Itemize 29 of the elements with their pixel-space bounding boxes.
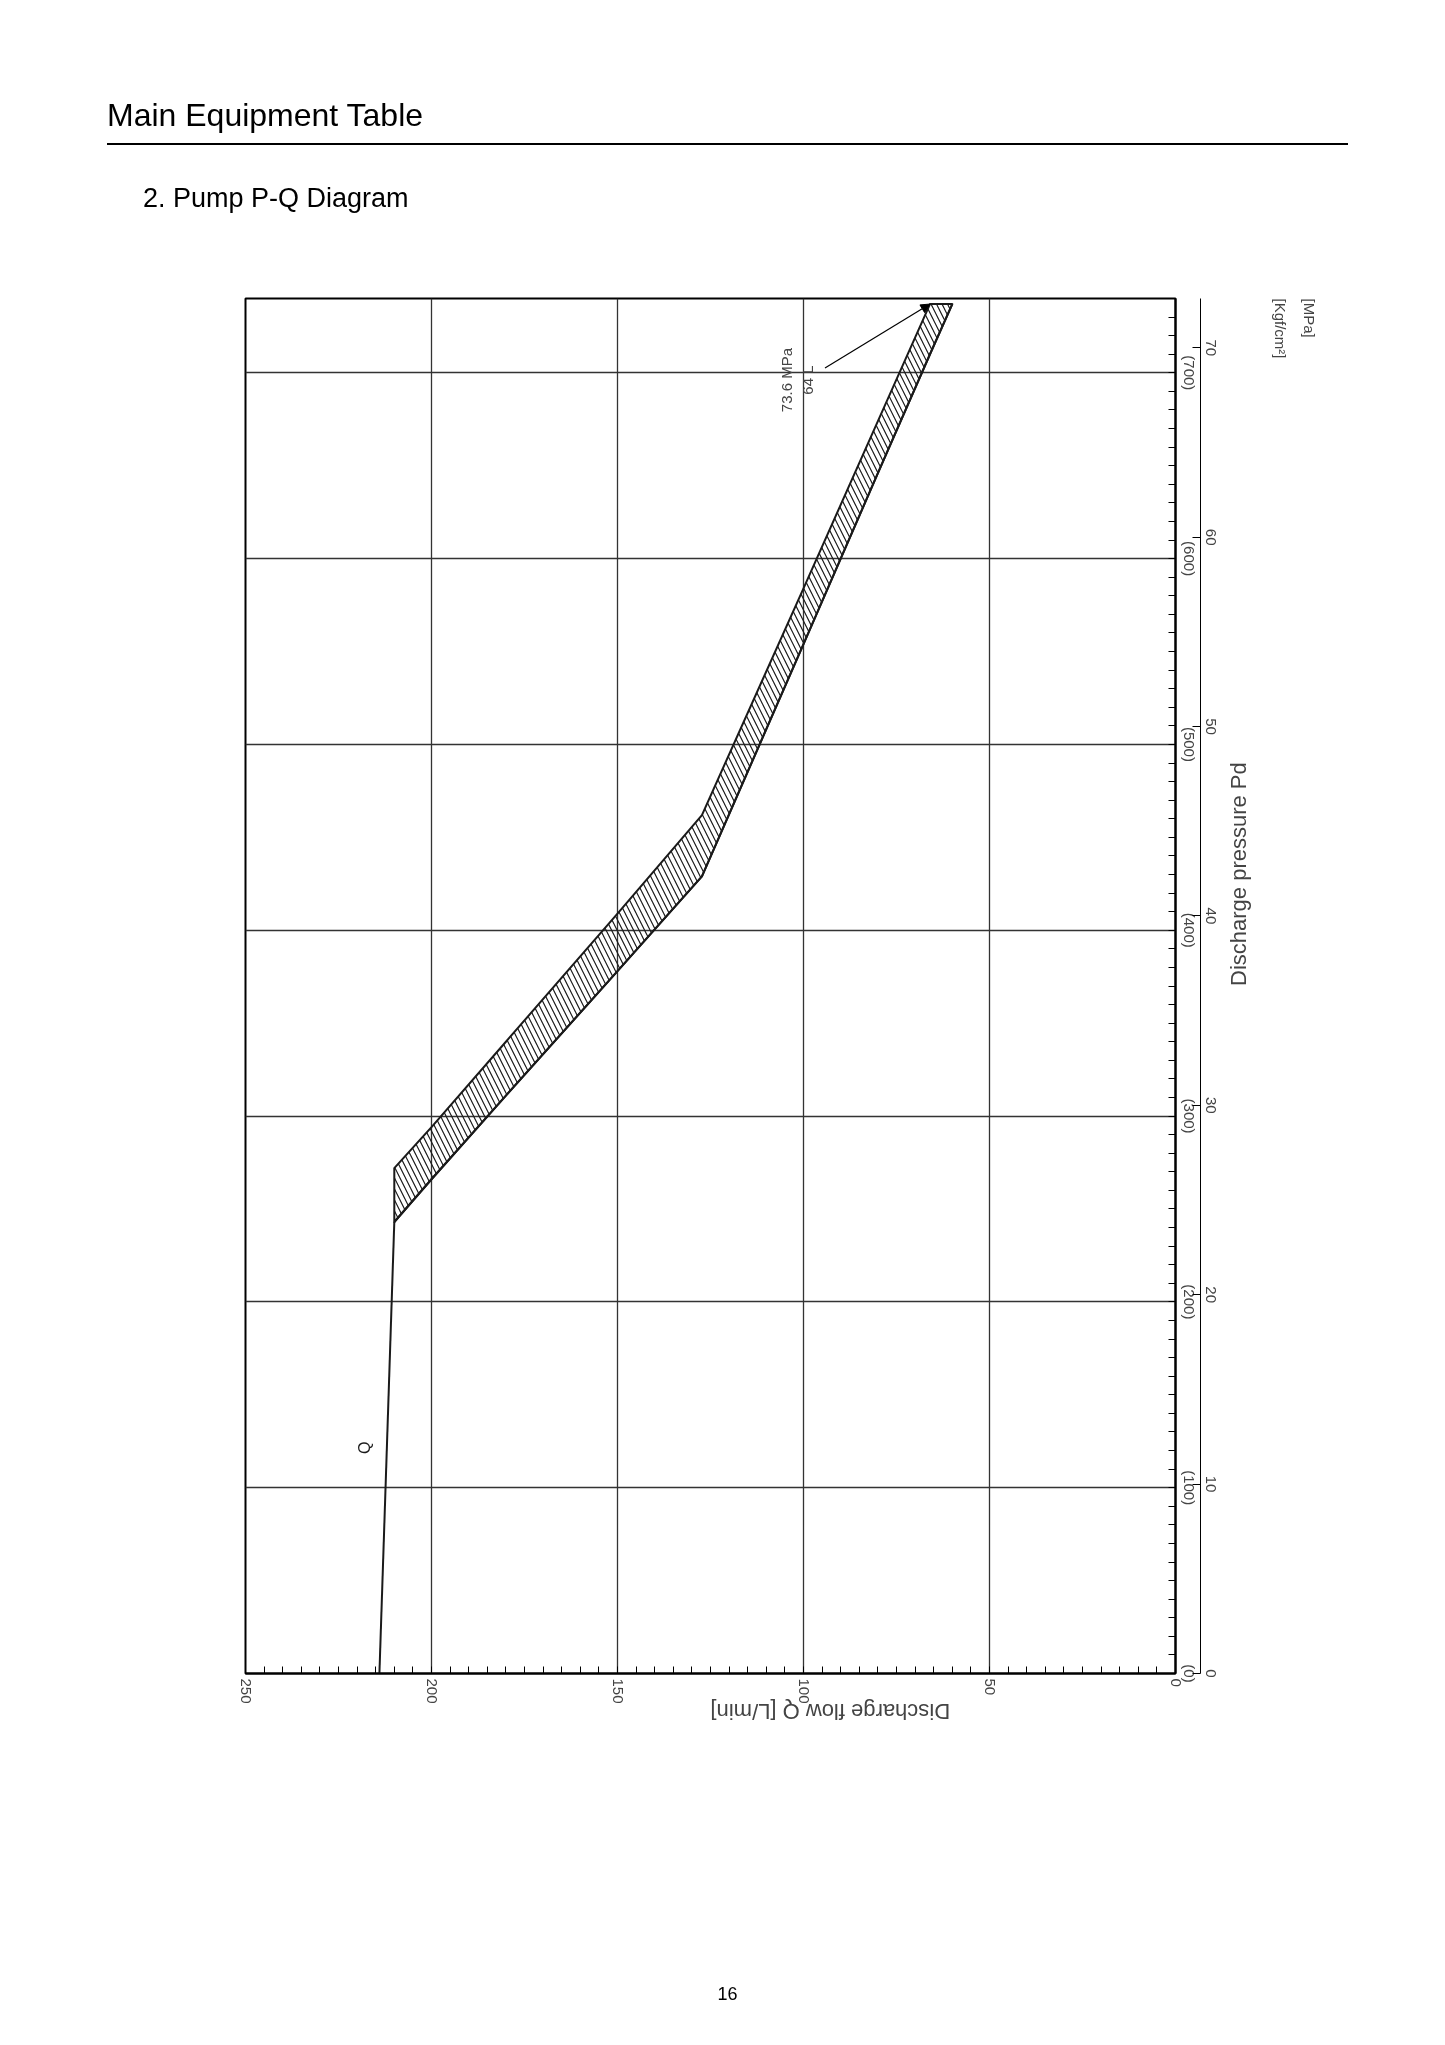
y-tick-label: (700) [1180, 355, 1198, 391]
y2-tick-label: 20 [1202, 1286, 1220, 1304]
text: Q [356, 1441, 374, 1454]
y-tick-label: (500) [1180, 726, 1198, 762]
y2-tick-label: 10 [1202, 1475, 1220, 1493]
y2-tick-label: 60 [1202, 528, 1220, 546]
y-tick-label: (100) [1180, 1470, 1198, 1506]
x-tick-label: 200 [423, 1678, 441, 1704]
y2-tick-label: 30 [1202, 1096, 1220, 1114]
y2-tick-label: 0 [1202, 1669, 1220, 1678]
x-tick-label: 250 [237, 1678, 255, 1704]
y2-tick-label: 50 [1202, 718, 1220, 735]
y-tick-label: (400) [1180, 912, 1198, 948]
x-tick-label: 100 [795, 1678, 813, 1704]
y2-tick-label: 70 [1202, 339, 1220, 357]
x-tick-label: 50 [981, 1678, 999, 1696]
y2-tick-label: 40 [1202, 907, 1220, 925]
text: 16 [716, 1983, 739, 2006]
chart-subtitle: 2. Pump P-Q Diagram [143, 182, 409, 215]
y-tick-label: (300) [1180, 1098, 1198, 1134]
chart-title: Main Equipment Table [107, 5, 1348, 145]
text: [Kgf/cm²] [1271, 298, 1289, 359]
annotation: 73.6 MPa 64 L [778, 347, 816, 413]
y-tick-label: (600) [1180, 541, 1198, 577]
y-tick-label: (0) [1180, 1664, 1198, 1683]
text: [MPa] [1300, 298, 1318, 338]
y2-axis-title: Discharge pressure Pd [1226, 762, 1251, 986]
y-tick-label: (200) [1180, 1284, 1198, 1320]
x-tick-label: 150 [609, 1678, 627, 1704]
